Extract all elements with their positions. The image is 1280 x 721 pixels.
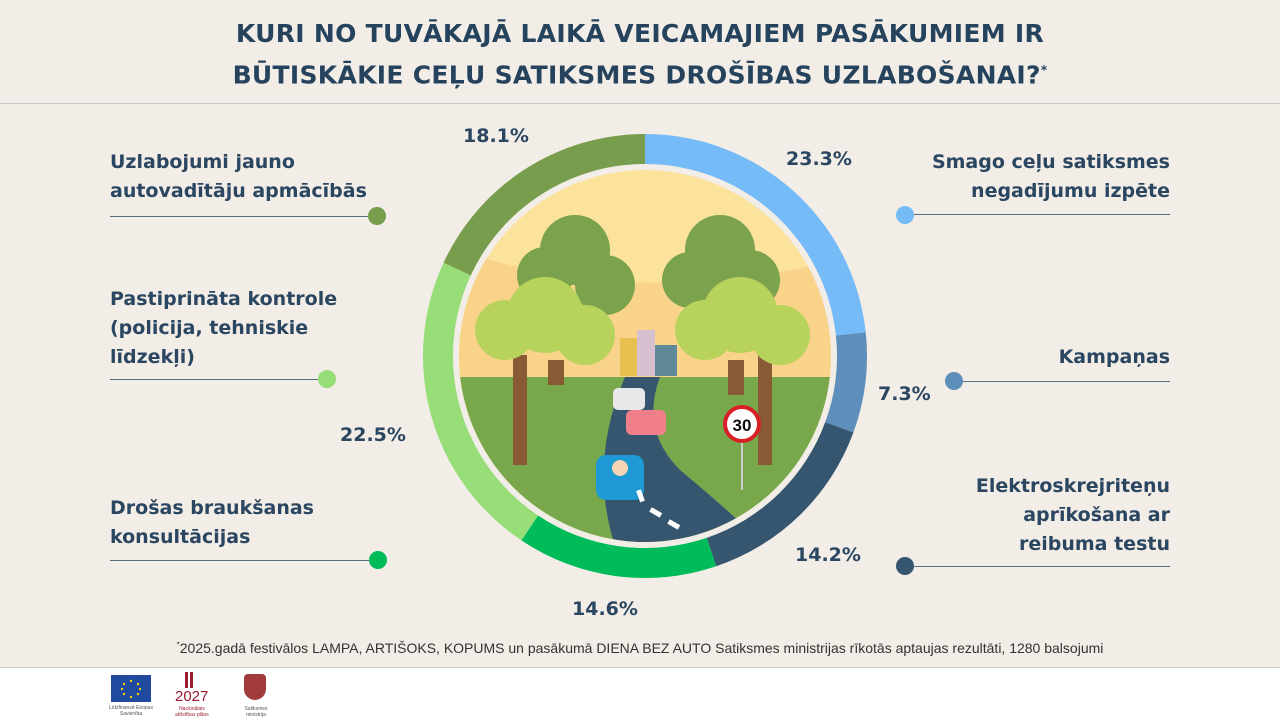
donut-segment-3 <box>706 422 854 567</box>
data-label-safe-driving: 14.6% <box>572 598 638 620</box>
eu-flag-logo <box>111 675 151 702</box>
label-line: (policija, tehniskie <box>110 317 309 339</box>
label-line: Pastiprināta kontrole <box>110 288 338 310</box>
donut-segment-4 <box>521 515 717 578</box>
footnote-mark: * <box>176 640 180 650</box>
ministry-coat-of-arms-logo <box>244 674 266 700</box>
legend-label-accident-research: Smago ceļu satiksmes negadījumu izpēte <box>932 148 1170 206</box>
label-line: aprīkošana ar <box>1023 504 1170 526</box>
legend-dot-driver-training <box>368 207 386 225</box>
legend-label-driver-training: Uzlabojumi jauno autovadītāju apmācībās <box>110 148 367 206</box>
legend-dot-scooters <box>896 557 914 575</box>
leader-line <box>905 566 1170 567</box>
legend-label-enforcement: Pastiprināta kontrole (policija, tehnisk… <box>110 285 337 372</box>
legend-dot-campaigns <box>945 372 963 390</box>
leader-line <box>905 214 1170 215</box>
speed-sign-icon <box>723 405 761 443</box>
leader-line <box>955 381 1170 382</box>
label-line: Kampaņas <box>1058 346 1170 368</box>
data-label-driver-training: 18.1% <box>463 125 529 147</box>
eu-logo-text: Līdzfinansē Eiropas Savienība <box>109 705 153 717</box>
leader-line <box>110 379 320 380</box>
donut-segment-5 <box>422 262 539 541</box>
title-line-1: KURI NO TUVĀKAJĀ LAIKĀ VEICAMAJIEM PASĀK… <box>235 19 1045 48</box>
label-line: Drošas braukšanas <box>110 497 314 519</box>
data-label-campaigns: 7.3% <box>878 383 931 405</box>
legend-dot-accident-research <box>896 206 914 224</box>
data-label-enforcement: 22.5% <box>340 424 406 446</box>
divider <box>0 103 1280 104</box>
ministry-logo-text: Satiksmes ministrija <box>244 706 268 718</box>
legend-dot-enforcement <box>318 370 336 388</box>
label-line: līdzekļi) <box>110 346 195 368</box>
legend-dot-safe-driving <box>369 551 387 569</box>
label-line: konsultācijas <box>110 526 251 548</box>
speed-sign-text: 30 <box>733 416 752 435</box>
footnote: *2025.gadā festivālos LAMPA, ARTIŠOKS, K… <box>0 640 1280 656</box>
title-line-2: BŪTISKĀKIE CEĻU SATIKSMES DROŠĪBAS UZLAB… <box>232 60 1041 90</box>
label-line: Uzlabojumi jauno <box>110 151 295 173</box>
label-line: autovadītāju apmācībās <box>110 180 367 202</box>
plan-logo-text: Nacionālais attīstības plāns <box>175 706 209 718</box>
label-line: Elektroskrejriteņu <box>975 475 1170 497</box>
data-label-accident-research: 23.3% <box>786 148 852 170</box>
legend-label-scooters: Elektroskrejriteņu aprīkošana ar reibuma… <box>976 472 1170 559</box>
donut-segment-6 <box>443 134 645 276</box>
plan-logo-mark <box>185 672 193 688</box>
donut-segment-1 <box>645 134 866 336</box>
label-line: reibuma testu <box>1018 533 1170 555</box>
leader-line <box>110 560 370 561</box>
legend-label-campaigns: Kampaņas <box>1059 343 1170 372</box>
legend-label-safe-driving: Drošas braukšanas konsultācijas <box>110 494 314 552</box>
title-footnote-mark: * <box>1040 63 1048 77</box>
label-line: Smago ceļu satiksmes <box>931 151 1170 173</box>
plan-logo-year: 2027 <box>175 688 209 705</box>
page-title: KURI NO TUVĀKAJĀ LAIKĀ VEICAMAJIEM PASĀK… <box>0 16 1280 93</box>
data-label-scooters: 14.2% <box>795 544 861 566</box>
footnote-text: 2025.gadā festivālos LAMPA, ARTIŠOKS, KO… <box>179 640 1104 656</box>
logo-bar: Līdzfinansē Eiropas Savienība 2027 Nacio… <box>0 667 1280 721</box>
leader-line <box>110 216 378 217</box>
donut-segment-2 <box>825 332 867 433</box>
label-line: negadījumu izpēte <box>971 180 1170 202</box>
